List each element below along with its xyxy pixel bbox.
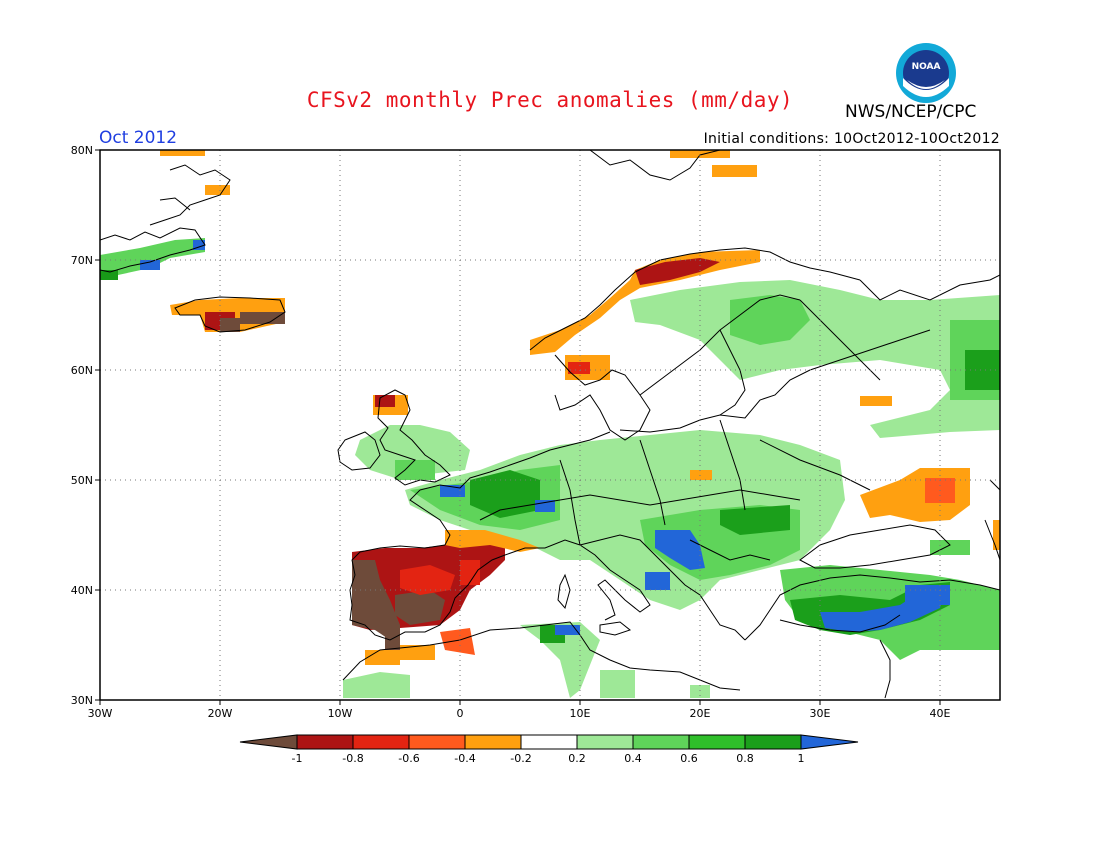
- colorbar-label: -0.2: [510, 752, 531, 765]
- colorbar-bin: [352, 734, 410, 750]
- greenland-wet-anomaly: [100, 238, 205, 280]
- map-frame: [99, 149, 1001, 701]
- lon-label: 10W: [328, 707, 353, 720]
- colorbar-bin: [576, 734, 634, 750]
- colorbar-bin: [408, 734, 466, 750]
- colorbar-bin: [464, 734, 522, 750]
- colorbar-label: -0.4: [454, 752, 475, 765]
- colorbar-label: 1: [798, 752, 805, 765]
- agency-label: NWS/NCEP/CPC: [845, 102, 977, 122]
- lon-label: 0: [457, 707, 464, 720]
- colorbar-bin: [632, 734, 690, 750]
- lat-label: 60N: [71, 364, 93, 377]
- british-isles-wet-anomaly: [355, 425, 470, 478]
- lon-label: 20E: [690, 707, 711, 720]
- longitude-labels: 30W 20W 10W 0 10E 20E 30E 40E: [88, 707, 951, 720]
- colorbar-bin: [744, 734, 802, 750]
- balkans-wet-max: [655, 530, 705, 570]
- colorbar-right-arrow: [800, 734, 859, 750]
- colorbar-label: 0.8: [736, 752, 754, 765]
- noaa-logo-icon: NOAA: [896, 43, 956, 103]
- colorbar-label: -0.6: [398, 752, 419, 765]
- colorbar-label: 0.6: [680, 752, 698, 765]
- colorbar-labels: -1 -0.8 -0.6 -0.4 -0.2 0.2 0.4 0.6 0.8 1: [292, 752, 805, 765]
- lon-label: 20W: [208, 707, 233, 720]
- colorbar-left-arrow: [239, 734, 298, 750]
- latitude-labels: 80N 70N 60N 50N 40N 30N: [71, 144, 93, 707]
- lat-label: 50N: [71, 474, 93, 487]
- colorbar-bin: [296, 734, 354, 750]
- colorbar-label: -0.8: [342, 752, 363, 765]
- finland-wet-anomaly: [630, 280, 1000, 438]
- gridlines: [100, 150, 1000, 700]
- lon-label: 40E: [930, 707, 951, 720]
- lat-label: 80N: [71, 144, 93, 157]
- noaa-logo-text: NOAA: [912, 62, 941, 72]
- colorbar: [239, 734, 859, 750]
- forecast-month: Oct 2012: [99, 128, 178, 148]
- lon-label: 30E: [810, 707, 831, 720]
- colorbar-label: 0.4: [624, 752, 642, 765]
- lat-label: 30N: [71, 694, 93, 707]
- tick-marks: [95, 149, 941, 705]
- initial-conditions: Initial conditions: 10Oct2012-10Oct2012: [703, 131, 1000, 147]
- lat-label: 70N: [71, 254, 93, 267]
- anomaly-shading: [100, 150, 1000, 698]
- chart-title: CFSv2 monthly Prec anomalies (mm/day): [306, 88, 794, 112]
- north-africa-wet-anomaly: [343, 672, 410, 698]
- lat-label: 40N: [71, 584, 93, 597]
- colorbar-label: -1: [292, 752, 303, 765]
- colorbar-label: 0.2: [568, 752, 586, 765]
- colorbar-bin: [688, 734, 746, 750]
- noaa-logo: NOAA: [895, 42, 957, 104]
- lon-label: 10E: [570, 707, 591, 720]
- coastlines: [100, 150, 1000, 699]
- lon-label: 30W: [88, 707, 113, 720]
- colorbar-bin: [520, 734, 578, 750]
